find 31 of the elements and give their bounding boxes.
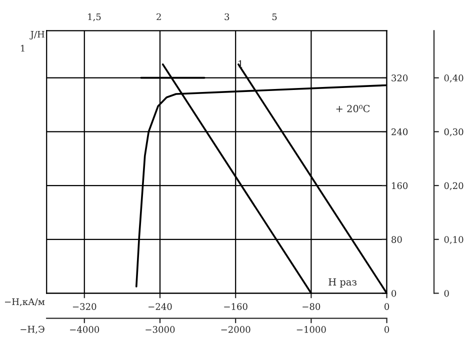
y2-tick-label: 0,30	[444, 128, 464, 136]
y2-tick-label: 0,10	[444, 236, 464, 244]
x-axis-title: −Н,кА/м	[5, 298, 45, 306]
annotation: + 20⁰C	[336, 104, 370, 112]
x-tick-label: 0	[384, 303, 390, 310]
x2-tick-label: −3000	[146, 326, 175, 333]
x2-tick-label: −4000	[70, 326, 100, 333]
x2-tick-label: −2000	[221, 326, 250, 333]
x-tick-label: −160	[224, 303, 248, 310]
annotation: 1	[238, 60, 242, 68]
x2-tick-label: 0	[384, 326, 390, 333]
text: 1	[21, 44, 24, 52]
y2-tick-label: 0	[444, 290, 449, 297]
y-axis-title: J/Н	[30, 30, 44, 40]
y2-tick-label: 0,40	[444, 74, 464, 82]
text: 2	[156, 13, 161, 20]
x2-tick-label: −1000	[296, 326, 326, 333]
y-tick-label: 160	[392, 182, 408, 190]
text: 5	[272, 13, 277, 20]
y-tick-label: 0	[392, 290, 396, 297]
x2-axis-title: −Н,Э	[20, 326, 44, 334]
y-tick-label: 240	[392, 128, 408, 136]
y2-tick-label: 0,20	[444, 182, 464, 190]
y-tick-label: 80	[392, 236, 402, 243]
x-tick-label: −80	[302, 303, 320, 310]
y-tick-label: 320	[392, 74, 408, 82]
annotation: Н раз	[328, 278, 357, 288]
x-tick-label: −320	[72, 303, 96, 310]
x-tick-label: −240	[148, 303, 172, 310]
text: 1,5	[88, 13, 101, 22]
text: 3	[224, 13, 230, 20]
